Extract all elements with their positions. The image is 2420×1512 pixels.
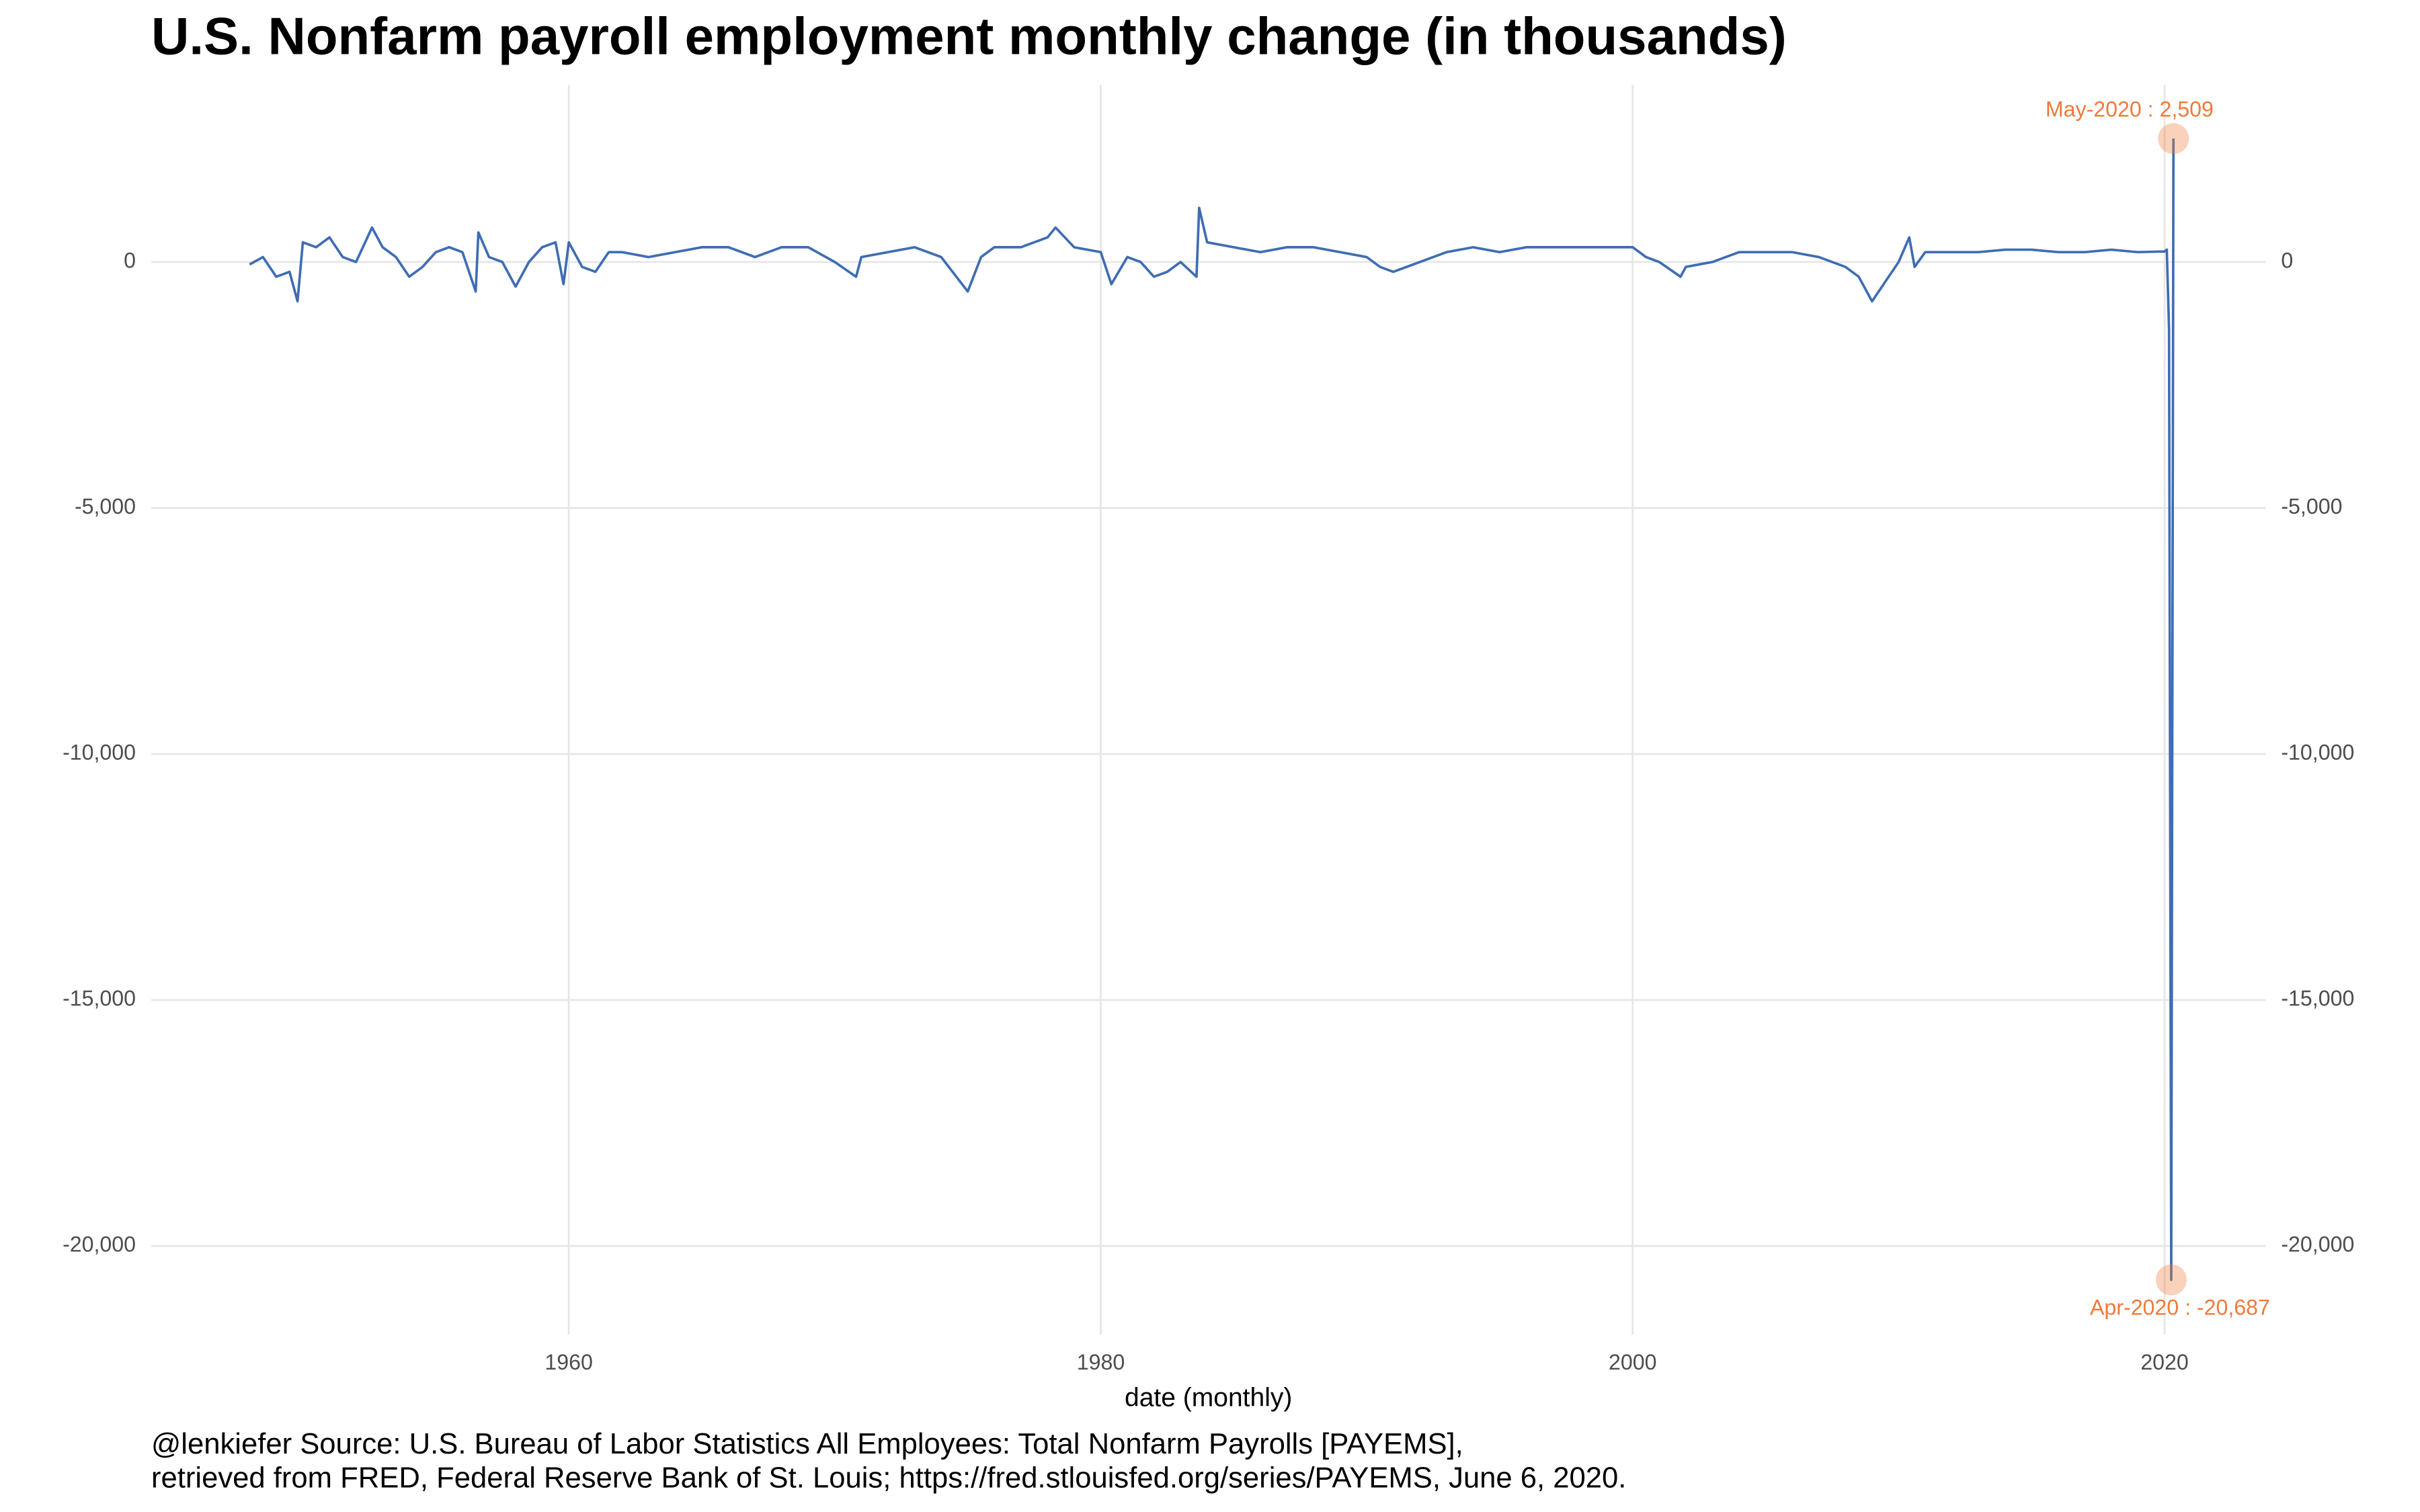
annotation: Apr-2020 : -20,687 xyxy=(2090,1296,2270,1320)
x-axis-label: date (monthly) xyxy=(1125,1384,1292,1413)
y-tick-label: -5,000 xyxy=(75,494,136,518)
y2-tick-label: -5,000 xyxy=(2281,494,2342,518)
caption: @lenkiefer Source: U.S. Bureau of Labor … xyxy=(151,1428,1463,1460)
y2-tick-label: -20,000 xyxy=(2281,1232,2354,1257)
y-tick-label: -15,000 xyxy=(63,986,136,1011)
x-tick-label: 1980 xyxy=(1077,1350,1125,1374)
x-tick-label: 2000 xyxy=(1609,1350,1656,1374)
x-tick-label: 1960 xyxy=(544,1350,592,1374)
y2-tick-label: -15,000 xyxy=(2281,986,2354,1011)
highlight-point xyxy=(2158,123,2189,155)
y2-tick-label: 0 xyxy=(2281,248,2293,272)
y-tick-label: -20,000 xyxy=(63,1232,136,1257)
y2-tick-label: -10,000 xyxy=(2281,741,2354,765)
highlight-point xyxy=(2155,1264,2187,1296)
caption: retrieved from FRED, Federal Reserve Ban… xyxy=(151,1462,1626,1494)
annotation: May-2020 : 2,509 xyxy=(2046,97,2214,121)
chart-title: U.S. Nonfarm payroll employment monthly … xyxy=(151,6,1787,65)
data-line xyxy=(249,138,2175,1282)
y-tick-label: -10,000 xyxy=(63,741,136,765)
x-tick-label: 2020 xyxy=(2140,1350,2188,1374)
y-tick-label: 0 xyxy=(124,248,136,272)
